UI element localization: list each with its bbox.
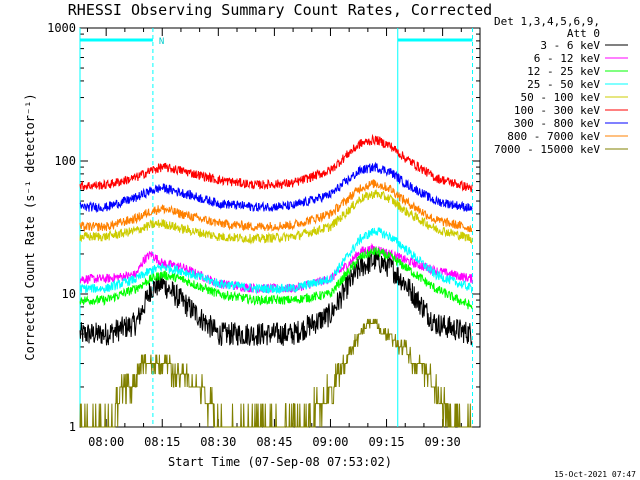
- y-axis-ticks: 1 10 100 1000: [47, 21, 480, 434]
- series-line: [79, 133, 473, 193]
- legend-label: 800 - 7000 keV: [507, 130, 600, 143]
- series-line: [79, 179, 473, 233]
- series-line: [79, 242, 473, 294]
- x-tick-label: 08:00: [88, 435, 124, 449]
- y-axis-label: Corrected Count Rate (s⁻¹ detector⁻¹): [23, 93, 37, 360]
- x-tick-label: 09:30: [425, 435, 461, 449]
- chart-title: RHESSI Observing Summary Count Rates, Co…: [68, 1, 492, 19]
- footer-timestamp: 15-Oct-2021 07:47: [554, 470, 636, 479]
- legend-label: 50 - 100 keV: [521, 91, 601, 104]
- data-series: [79, 133, 473, 428]
- x-tick-label: 08:30: [200, 435, 236, 449]
- x-axis-label: Start Time (07-Sep-08 07:53:02): [168, 455, 392, 469]
- x-tick-label: 09:15: [368, 435, 404, 449]
- x-axis-ticks: 08:00 08:15 08:30 08:45 09:00 09:15 09:30: [86, 28, 481, 449]
- x-tick-label: 09:00: [312, 435, 348, 449]
- series-line: [79, 318, 473, 428]
- legend-header: Det 1,3,4,5,6,9,: [494, 15, 600, 28]
- series-line: [79, 249, 473, 347]
- x-tick-label: 08:45: [256, 435, 292, 449]
- legend-header: Att 0: [567, 27, 600, 40]
- y-tick-label: 1000: [47, 21, 76, 35]
- legend-label: 12 - 25 keV: [527, 65, 600, 78]
- vertical-markers: N: [79, 28, 474, 427]
- observing-bar-label: N: [159, 37, 164, 47]
- series-line: [79, 161, 473, 213]
- series-line: [79, 246, 473, 310]
- legend-label: 6 - 12 keV: [534, 52, 601, 65]
- legend-label: 3 - 6 keV: [540, 39, 600, 52]
- x-tick-label: 08:15: [144, 435, 180, 449]
- legend-label: 300 - 800 keV: [514, 117, 600, 130]
- series-line: [79, 227, 473, 295]
- y-tick-label: 10: [62, 287, 76, 301]
- legend-label: 100 - 300 keV: [514, 104, 600, 117]
- y-tick-label: 1: [69, 420, 76, 434]
- y-tick-label: 100: [54, 154, 76, 168]
- legend-label: 7000 - 15000 keV: [494, 143, 600, 156]
- legend-label: 25 - 50 keV: [527, 78, 600, 91]
- series-line: [79, 189, 473, 245]
